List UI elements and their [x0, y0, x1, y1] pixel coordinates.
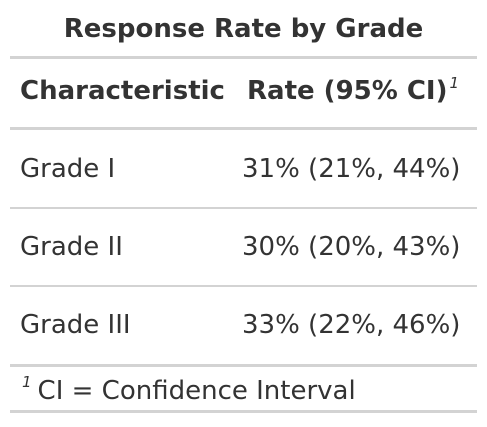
row-rate: 30% (20%, 43%) [242, 232, 461, 262]
table-title: Response Rate by Grade [63, 14, 424, 44]
header-rule [10, 127, 477, 130]
row-rate: 33% (22%, 46%) [242, 310, 461, 340]
header-characteristic-label: Characteristic [20, 76, 225, 106]
header-rate-label: Rate (95% CI) [247, 76, 448, 106]
bottom-rule [10, 410, 477, 413]
summary-table: Response Rate by Grade Characteristic Ra… [10, 0, 477, 427]
row-rate: 31% (21%, 44%) [242, 154, 461, 184]
footnote-text: CI = Confidence Interval [37, 376, 356, 406]
header-rate: Rate (95% CI) 1 [247, 74, 460, 106]
row-label: Grade II [20, 232, 123, 262]
top-rule [10, 56, 477, 59]
row-divider [10, 285, 477, 287]
row-label: Grade III [20, 310, 131, 340]
row-divider [10, 207, 477, 209]
body-bottom-rule [10, 364, 477, 367]
header-characteristic: Characteristic [20, 76, 225, 106]
table-footnote: 1 CI = Confidence Interval [22, 373, 356, 406]
row-label: Grade I [20, 154, 116, 184]
header-footnote-mark: 1 [449, 74, 460, 92]
footnote-mark: 1 [22, 373, 32, 391]
